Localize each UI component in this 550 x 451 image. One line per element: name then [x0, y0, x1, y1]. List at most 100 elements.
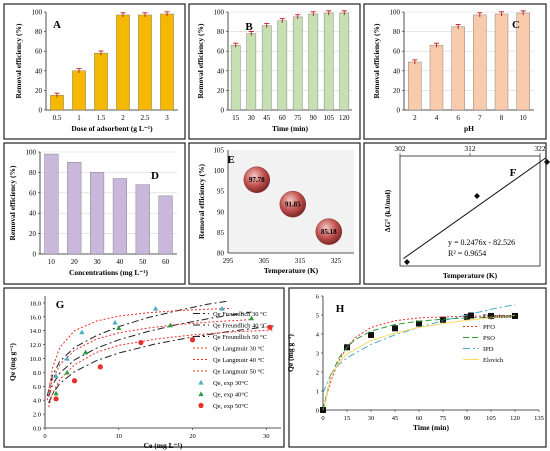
panel-g-legend-label: Qe Freundlich 50 °C [213, 334, 267, 341]
panel-f-xtick-label: 312 [464, 144, 476, 153]
panel-a-bar [50, 95, 64, 111]
panel-d-category-label: 10 [48, 258, 56, 266]
panel-h-series-4-line [324, 314, 516, 407]
panel-g-ytick-label: 2.0 [33, 412, 41, 419]
panel-b-category-label: 120 [339, 114, 350, 122]
panel-b-ylabel: Removal efficiency (%) [196, 23, 205, 98]
panel-c-ytick-label: 100 [390, 9, 401, 17]
panel-c-ytick-label: 80 [393, 28, 401, 36]
panel-b-bar [308, 13, 319, 111]
panel-h-series-0-point [464, 313, 470, 320]
panel-b-bar [230, 45, 241, 111]
panel-f-r2: R² = 0.9654 [448, 249, 486, 258]
panel-d-ylabel: Removal efficiency (%) [8, 165, 17, 240]
panel-e-ytick-label: 105 [214, 147, 225, 155]
panel-h-series-0-point [392, 325, 398, 332]
panel-f-ylabel: ΔG° (kJ/mol) [383, 189, 392, 232]
panel-g-series-6-point [53, 373, 59, 378]
panel-a-category-label: 1 [77, 114, 81, 122]
panel-c-bar [494, 13, 509, 111]
panel-b-category-label: 105 [324, 114, 335, 122]
panel-c-ytick-label: 60 [393, 48, 401, 56]
panel-c-bar [408, 61, 422, 111]
panel-a-bar [116, 14, 130, 111]
panel-e-ytick-label: 85 [217, 229, 225, 237]
panel-e-ytick-label: 100 [214, 167, 225, 175]
panel-d-category-label: 20 [71, 258, 79, 266]
panel-g-ytick-label: 0.0 [33, 426, 41, 433]
panel-h-ylabel: Qe (mg g⁻¹) [286, 334, 295, 372]
panel-e-title: E [227, 154, 234, 166]
panel-c-category-label: 6 [456, 114, 460, 122]
panel-d-category-label: 50 [139, 258, 147, 266]
panel-g-series-6-point [219, 305, 225, 311]
panel-g-legend-marker [198, 379, 204, 385]
panel-e-xtick-label: 315 [295, 257, 306, 265]
panel-f-point [544, 159, 550, 165]
panel-b-ytick-label: 80 [217, 28, 225, 36]
panel-b-ytick-label: 40 [217, 67, 225, 75]
panel-e-bubble [315, 218, 343, 245]
panel-h-xtick-label: 45 [392, 415, 399, 422]
panel-e-xtick-label: 295 [223, 257, 234, 265]
panel-g-legend-label: Qe Langmuir 30 °C [213, 346, 265, 353]
panel-g-series-1-line [48, 311, 252, 397]
panel-h-xtick-label: 75 [440, 415, 447, 422]
panel-c-bar [473, 14, 487, 111]
panel-h-legend-label: Elovich [483, 357, 504, 364]
panel-g-ytick-label: 8.0 [33, 370, 41, 377]
panel-g-series-8-point [189, 337, 196, 343]
panel-d-ytick-label: 40 [29, 210, 37, 218]
panel-f-xtick-label: 302 [394, 144, 406, 153]
panel-g-legend-label: Qe Freundlich 30 °C [213, 311, 267, 318]
panel-f-xlabel: Temperature (K) [443, 271, 498, 280]
panel-d-bar [158, 195, 173, 255]
panel-b-xlabel: Time (min) [272, 124, 308, 133]
panel-e-xlabel: Temperature (K) [264, 266, 319, 275]
panel-d-category-label: 60 [162, 258, 170, 266]
panel-g-series-8-point [138, 339, 144, 346]
panel-b-bar [277, 20, 288, 111]
panel-e-ytick-label: 80 [217, 250, 225, 258]
panel-g-series-2-line [48, 325, 274, 404]
panel-a-ytick-label: 60 [35, 48, 43, 56]
panel-g-series-7-point [248, 315, 255, 321]
panel-a-bar [160, 13, 174, 111]
panel-g-xtick-label: 10 [116, 433, 123, 440]
panel-e-bubble-label: 91.85 [285, 201, 301, 209]
panel-g-legend-label: Qe, exp 40°C [213, 392, 248, 399]
panel-d-ytick-label: 20 [29, 230, 37, 238]
panel-d-xlabel: Concentrations (mg L⁻¹) [69, 268, 149, 277]
panel-h-xtick-label: 90 [464, 415, 471, 422]
panel-b-title: B [245, 21, 253, 33]
panel-h-ytick-label: 1 [316, 389, 319, 396]
panel-g-series-6-point [112, 319, 118, 325]
panel-g-series-8-point [71, 378, 78, 384]
panel-a-category-label: 2 [121, 114, 125, 122]
panel-g-series-7-point [64, 369, 70, 375]
panel-b-ytick-label: 20 [217, 87, 225, 95]
panel-g-xlabel: Ce (mg L⁻¹) [144, 441, 183, 450]
panel-a-category-label: 1.5 [97, 114, 106, 122]
panel-h-xtick-label: 135 [534, 415, 544, 422]
panel-a-xlabel: Dose of adsorbent (g L⁻¹) [71, 124, 153, 133]
panel-g-ytick-label: 12.0 [30, 342, 41, 349]
panel-a-ytick-label: 20 [35, 87, 43, 95]
panel-g-series-4-line [48, 319, 252, 397]
panel-g-ytick-label: 10.0 [30, 356, 41, 363]
panel-b-bar [261, 25, 272, 111]
panel-h-series-0-point [416, 320, 422, 327]
panel-g-ytick-label: 4.0 [33, 398, 41, 405]
panel-g-ytick-label: 14.0 [30, 328, 41, 335]
panel-a-bar [138, 14, 152, 111]
panel-f-title: F [510, 167, 517, 179]
panel-g-xtick-label: 0 [43, 433, 46, 440]
panel-d-category-label: 30 [94, 258, 102, 266]
panel-h-legend-marker [468, 312, 474, 319]
panel-g-xtick-label: 30 [263, 433, 270, 440]
panel-h-xlabel: Time (min) [413, 423, 449, 432]
panel-b-bar [246, 33, 257, 111]
panel-g-ylabel: Qe (mg g⁻¹) [8, 343, 17, 381]
panel-h-legend-label: PFO [483, 324, 495, 331]
panel-d-bar [67, 161, 82, 255]
